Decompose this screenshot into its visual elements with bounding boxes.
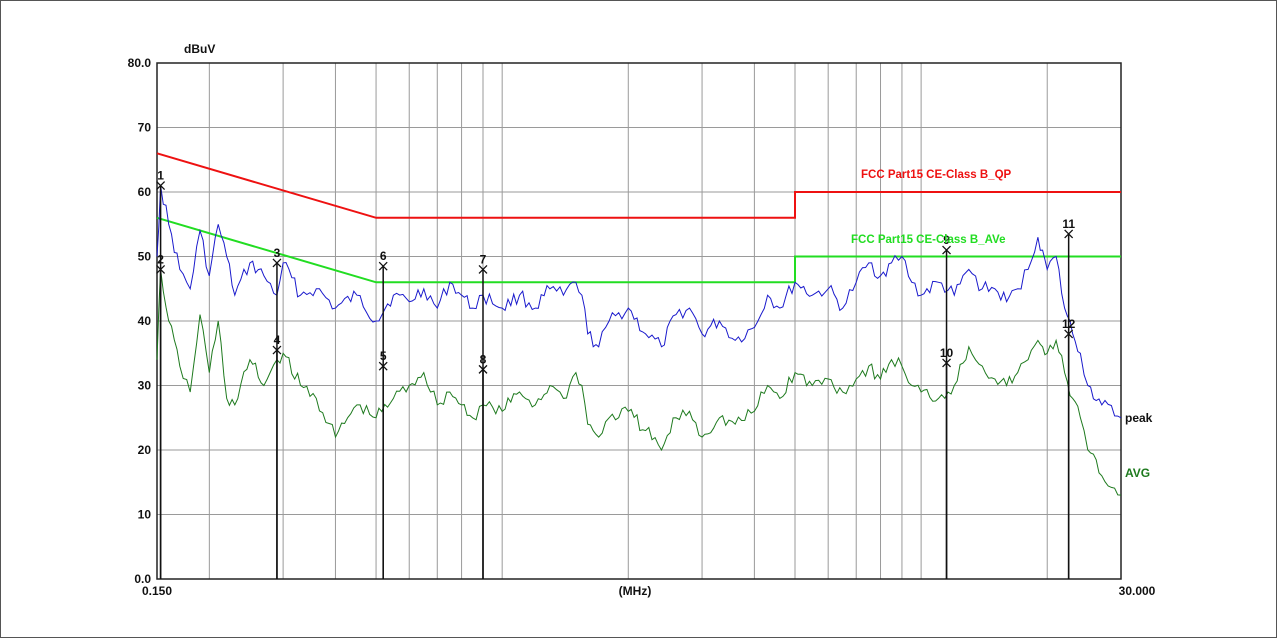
marker-number: 2 [157,252,164,266]
y-tick-label: 80.0 [128,56,152,70]
limit-line-label: FCC Part15 CE-Class B_AVe [851,234,1005,246]
marker-x [272,345,282,355]
marker-x [478,364,488,374]
marker-x [942,245,952,255]
marker-x [1064,229,1074,239]
marker-number: 12 [1062,317,1076,331]
series-line [156,269,1122,496]
marker-x [378,261,388,271]
marker-x [942,358,952,368]
series-lines [156,185,1122,496]
x-axis-unit-label: (MHz) [619,584,652,598]
marker-number: 3 [274,246,281,260]
x-tick-label: 0.150 [142,584,172,598]
marker-number: 9 [943,233,950,247]
labels: 80.0 70 60 50 40 30 20 10 0.0 dBuV 0.150 30.000 (MHz… [128,42,1156,598]
marker-x [1064,329,1074,339]
y-tick-label: 30 [138,379,152,393]
y-tick-label: 50 [138,250,152,264]
y-tick-label: 40 [138,314,152,328]
series-label: peak [1125,411,1153,425]
marker-x [272,258,282,268]
plot-area-border [156,62,1122,580]
y-tick-label: 10 [138,508,152,522]
marker-number: 4 [274,333,281,347]
marker-number: 10 [940,346,954,360]
y-axis-unit-label: dBuV [184,42,215,56]
limit-line [156,152,1121,219]
limit-line-label: FCC Part15 CE-Class B_QP [861,169,1012,181]
series-line [156,185,1122,419]
limit-line [156,216,1121,284]
marker-number: 8 [480,352,487,366]
marker-x [478,264,488,274]
series-label: AVG [1125,466,1150,480]
marker-x [378,361,388,371]
y-tick-label: 0.0 [134,572,151,586]
marker-number: 11 [1062,217,1075,231]
marker-x [156,264,166,274]
marker-number: 5 [380,349,387,363]
grid [157,63,1121,579]
y-tick-label: 70 [138,121,152,135]
y-tick-label: 60 [138,185,152,199]
marker-number: 1 [157,169,164,183]
x-tick-label: 30.000 [1119,584,1156,598]
marker-x [156,181,166,191]
marker-number: 7 [480,252,487,266]
marker-number: 6 [380,249,387,263]
y-tick-label: 20 [138,443,152,457]
